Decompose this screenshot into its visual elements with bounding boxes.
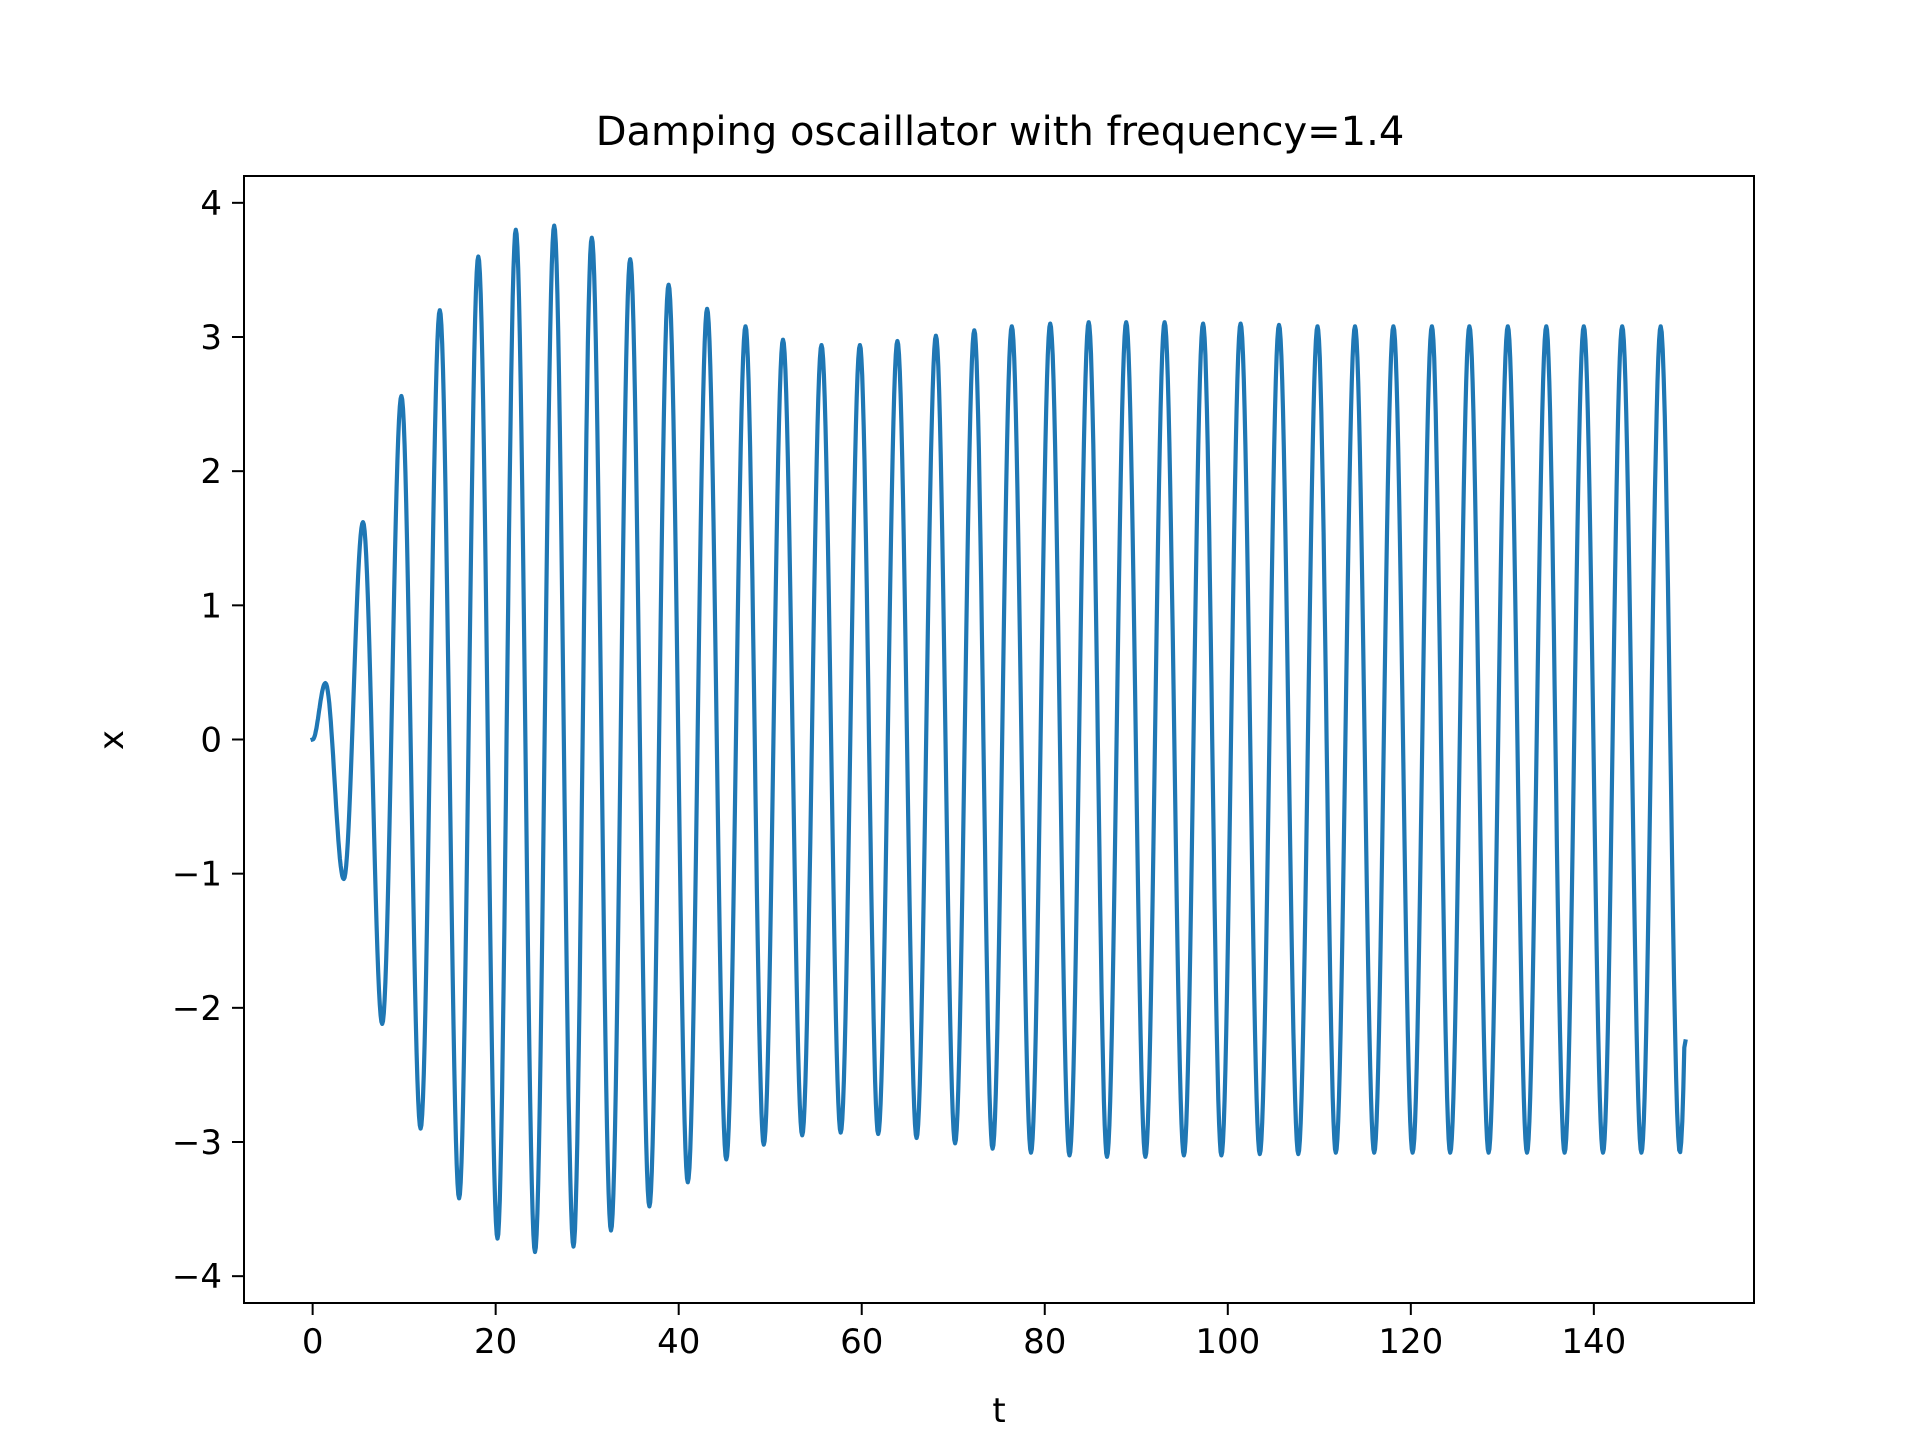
x-tick-label: 140: [1561, 1322, 1626, 1362]
x-tick-label: 20: [474, 1322, 517, 1362]
series-line: [309, 223, 1688, 1255]
y-tick-label: −4: [172, 1257, 222, 1297]
x-tick-label: 40: [657, 1322, 700, 1362]
x-tick-label: 120: [1378, 1322, 1443, 1362]
x-tick-label: 100: [1195, 1322, 1260, 1362]
y-tick-label: 3: [200, 318, 222, 358]
chart-title: Damping oscaillator with frequency=1.4: [596, 109, 1405, 155]
y-tick-label: 4: [200, 184, 222, 224]
x-axis: 0 20 40 60 80 100 120 140: [302, 1303, 1626, 1362]
y-tick-label: −1: [172, 855, 222, 895]
x-tick-label: 0: [302, 1322, 324, 1362]
y-tick-label: 0: [200, 721, 222, 761]
y-tick-label: 2: [200, 452, 222, 492]
y-tick-label: −3: [172, 1123, 222, 1163]
x-axis-label: t: [992, 1391, 1005, 1431]
y-tick-label: −2: [172, 989, 222, 1029]
y-axis: −4 −3 −2 −1 0 1 2 3 4: [172, 184, 244, 1297]
y-axis-label: x: [92, 730, 132, 750]
x-tick-label: 60: [840, 1322, 883, 1362]
y-tick-label: 1: [200, 586, 222, 626]
x-tick-label: 80: [1023, 1322, 1066, 1362]
